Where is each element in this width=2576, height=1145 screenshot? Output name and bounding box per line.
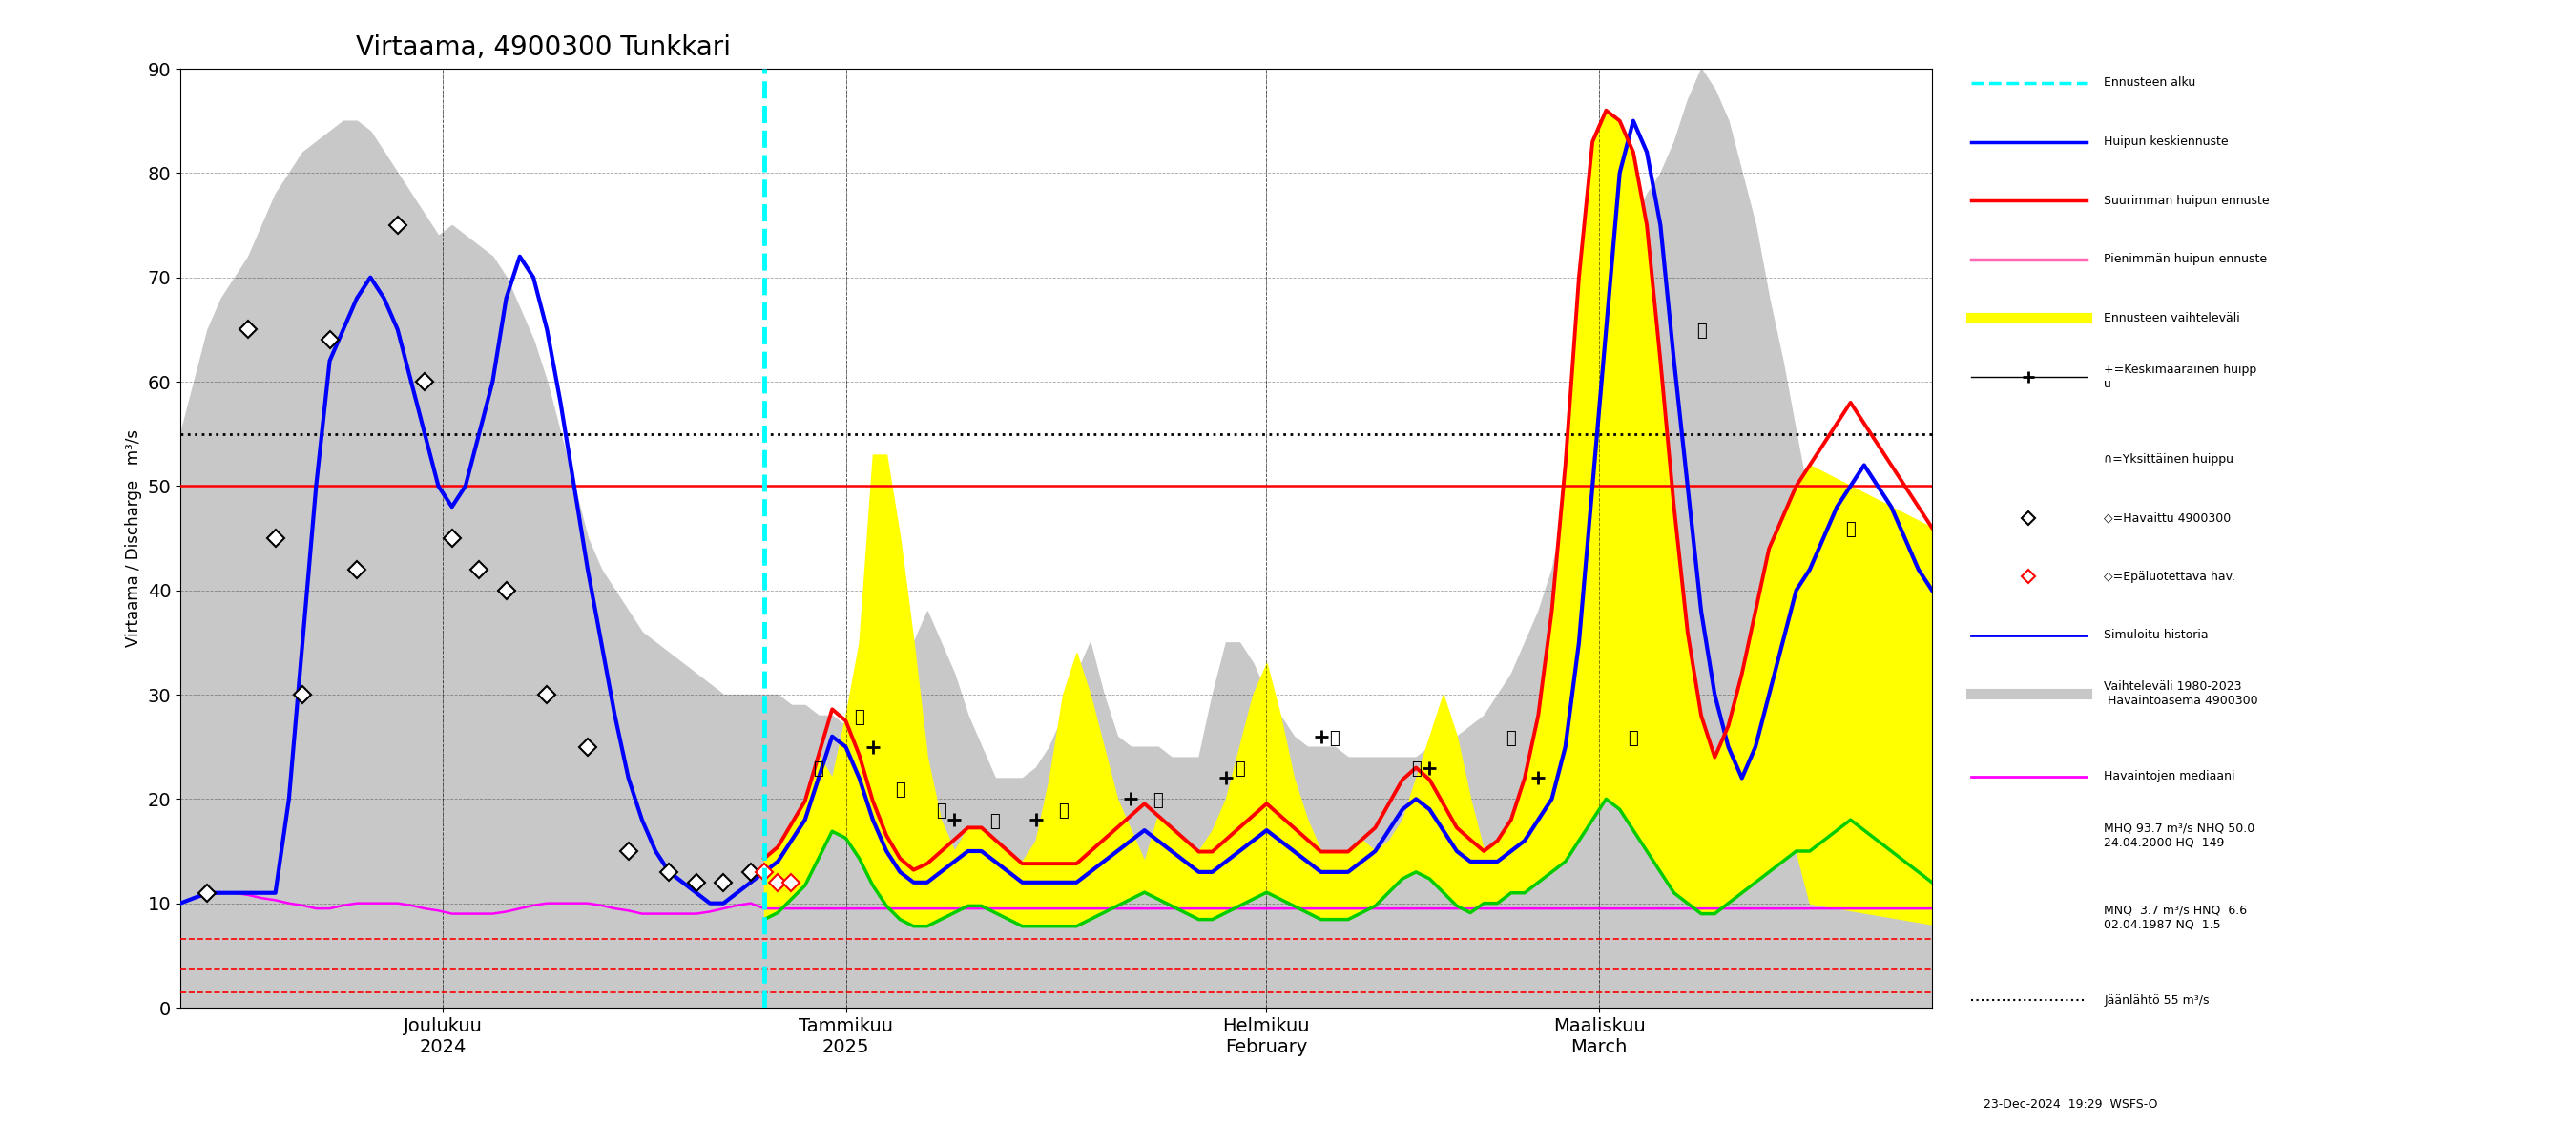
- Text: ⌢: ⌢: [1507, 729, 1517, 747]
- Text: ⌢: ⌢: [1628, 729, 1638, 747]
- Text: ⌢: ⌢: [989, 813, 999, 830]
- Text: Ennusteen vaihteleväli: Ennusteen vaihteleväli: [2105, 311, 2241, 324]
- Text: 23-Dec-2024  19:29  WSFS-O: 23-Dec-2024 19:29 WSFS-O: [1984, 1098, 2159, 1111]
- Text: ⌢: ⌢: [894, 782, 904, 799]
- Text: Vaihteleväli 1980-2023
 Havaintoasema 4900300: Vaihteleväli 1980-2023 Havaintoasema 490…: [2105, 681, 2259, 708]
- Text: ⌢: ⌢: [855, 709, 866, 726]
- Text: ⌢: ⌢: [1329, 729, 1340, 747]
- Text: ⌢: ⌢: [935, 803, 945, 820]
- Text: ⌢: ⌢: [1154, 792, 1164, 810]
- Text: Suurimman huipun ennuste: Suurimman huipun ennuste: [2105, 195, 2269, 207]
- Text: Huipun keskiennuste: Huipun keskiennuste: [2105, 135, 2228, 148]
- Y-axis label: Virtaama / Discharge   m³/s: Virtaama / Discharge m³/s: [126, 429, 142, 647]
- Text: Virtaama, 4900300 Tunkkari: Virtaama, 4900300 Tunkkari: [355, 34, 732, 61]
- Text: ⌢: ⌢: [814, 761, 824, 779]
- Text: ⌢: ⌢: [1695, 323, 1705, 340]
- Text: Pienimmän huipun ennuste: Pienimmän huipun ennuste: [2105, 253, 2267, 266]
- Text: ∩=Yksittäinen huippu: ∩=Yksittäinen huippu: [2105, 453, 2233, 465]
- Text: ⌢: ⌢: [1234, 761, 1244, 779]
- Text: MNQ  3.7 m³/s HNQ  6.6
02.04.1987 NQ  1.5: MNQ 3.7 m³/s HNQ 6.6 02.04.1987 NQ 1.5: [2105, 905, 2246, 931]
- Text: Jäänlähtö 55 m³/s: Jäänlähtö 55 m³/s: [2105, 994, 2210, 1006]
- Text: ◇=Epäluotettava hav.: ◇=Epäluotettava hav.: [2105, 570, 2236, 583]
- Text: ⌢: ⌢: [1844, 521, 1855, 538]
- Text: Havaintojen mediaani: Havaintojen mediaani: [2105, 771, 2236, 783]
- Text: MHQ 93.7 m³/s NHQ 50.0
24.04.2000 HQ  149: MHQ 93.7 m³/s NHQ 50.0 24.04.2000 HQ 149: [2105, 822, 2254, 848]
- Text: Ennusteen alku: Ennusteen alku: [2105, 77, 2195, 89]
- Text: ◇=Havaittu 4900300: ◇=Havaittu 4900300: [2105, 512, 2231, 524]
- Text: Simuloitu historia: Simuloitu historia: [2105, 629, 2208, 641]
- Text: +=Keskimääräinen huipp
u: +=Keskimääräinen huipp u: [2105, 363, 2257, 390]
- Text: ⌢: ⌢: [1412, 761, 1422, 779]
- Text: ⌢: ⌢: [1059, 803, 1069, 820]
